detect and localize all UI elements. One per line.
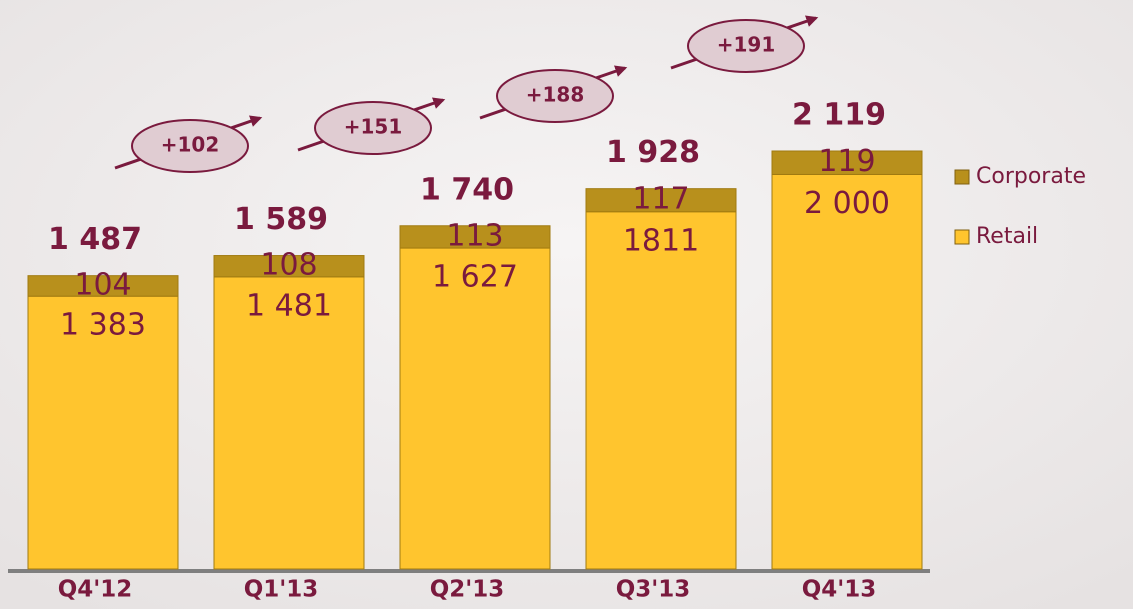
value-label: 2 000 <box>804 186 890 221</box>
bar-segment <box>27 275 179 297</box>
value-label: 1 627 <box>432 260 518 295</box>
total-label: 2 119 <box>792 98 886 133</box>
bar-segment <box>213 255 365 278</box>
growth-label: +188 <box>526 83 585 107</box>
x-tick-label: Q1'13 <box>244 577 319 603</box>
value-label: 1 481 <box>246 288 332 323</box>
bar-segment <box>585 188 737 213</box>
legend-swatch <box>954 169 970 185</box>
bar-segment <box>213 276 365 570</box>
x-tick-label: Q4'13 <box>802 577 877 603</box>
value-label: 1811 <box>623 223 699 258</box>
value-label: 1 383 <box>60 308 146 343</box>
bar-segment <box>27 295 179 570</box>
total-label: 1 589 <box>234 202 328 237</box>
growth-label: +102 <box>161 133 220 157</box>
legend-swatch <box>954 229 970 245</box>
bar-segment <box>771 150 923 175</box>
growth-label: +151 <box>344 115 403 139</box>
value-label: 117 <box>632 182 689 217</box>
legend-label: Corporate <box>976 164 1086 189</box>
value-label: 113 <box>446 218 503 253</box>
value-label: 119 <box>818 144 875 179</box>
x-tick-label: Q3'13 <box>616 577 691 603</box>
growth-label: +191 <box>717 33 776 57</box>
bar-segment <box>771 173 923 570</box>
total-label: 1 928 <box>606 135 700 170</box>
bar-segment <box>399 247 551 570</box>
growth-bubble <box>687 19 805 73</box>
value-label: 108 <box>260 248 317 283</box>
x-tick-label: Q4'12 <box>58 577 133 603</box>
bar-segment <box>585 211 737 570</box>
value-label: 104 <box>74 267 131 302</box>
legend-label: Retail <box>976 224 1038 249</box>
growth-bubble <box>131 119 249 173</box>
x-tick-label: Q2'13 <box>430 577 505 603</box>
growth-bubble <box>314 101 432 155</box>
total-label: 1 740 <box>420 172 514 207</box>
total-label: 1 487 <box>48 222 142 257</box>
bar-segment <box>399 225 551 249</box>
growth-bubble <box>496 69 614 123</box>
